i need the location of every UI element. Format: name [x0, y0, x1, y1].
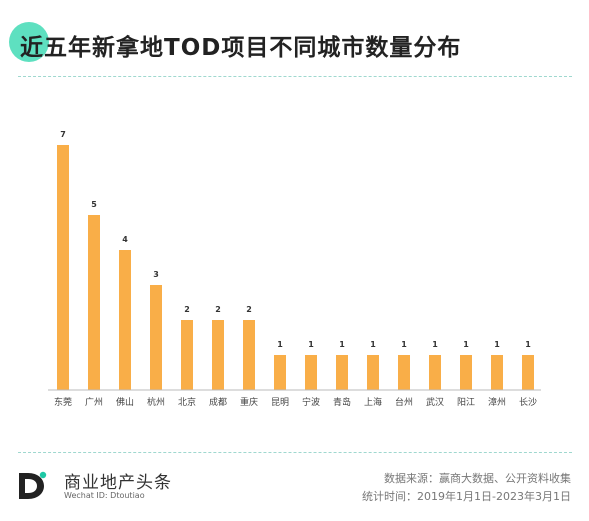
value-label: 7 [60, 130, 66, 139]
brand-logo-icon [19, 471, 47, 499]
bar-3 [119, 250, 131, 390]
category-label: 佛山 [116, 396, 134, 408]
bar-8 [274, 355, 286, 390]
value-label: 1 [277, 340, 283, 349]
value-label: 1 [401, 340, 407, 349]
value-label: 1 [432, 340, 438, 349]
bar-7 [243, 320, 255, 390]
bar-12 [398, 355, 410, 390]
value-label: 1 [308, 340, 314, 349]
bar-15 [491, 355, 503, 390]
bottom-divider [18, 452, 572, 453]
value-label: 5 [91, 200, 97, 209]
category-label: 重庆 [240, 396, 258, 408]
value-label: 2 [215, 305, 221, 314]
title-area: 近五年新拿地TOD项目不同城市数量分布 [0, 0, 589, 78]
brand-name: 商业地产头条 [64, 473, 172, 493]
category-label: 上海 [364, 396, 382, 408]
bar-2 [88, 215, 100, 390]
category-label: 成都 [209, 396, 227, 408]
value-label: 2 [246, 305, 252, 314]
bar-group [57, 145, 534, 390]
value-label: 4 [122, 235, 128, 244]
category-label: 昆明 [271, 397, 289, 408]
bar-5 [181, 320, 193, 390]
statistics-period-note: 统计时间：2019年1月1日-2023年3月1日 [362, 490, 571, 503]
data-source-note: 数据来源：赢商大数据、公开资料收集 [384, 472, 571, 485]
bar-16 [522, 355, 534, 390]
value-label: 1 [339, 340, 345, 349]
category-label: 长沙 [519, 396, 537, 408]
page-title: 近五年新拿地TOD项目不同城市数量分布 [20, 35, 462, 61]
bar-4 [150, 285, 162, 390]
value-label: 1 [463, 340, 469, 349]
bar-9 [305, 355, 317, 390]
category-label-group: 东莞 广州 佛山 杭州 北京 成都 重庆 昆明 宁波 青岛 上海 台州 武汉 阳江 漳州 长沙 [54, 396, 537, 408]
bar-13 [429, 355, 441, 390]
category-label: 台州 [395, 396, 413, 408]
bar-10 [336, 355, 348, 390]
category-label: 宁波 [302, 396, 320, 408]
category-label: 青岛 [333, 396, 351, 408]
category-label: 漳州 [488, 396, 506, 408]
bar-11 [367, 355, 379, 390]
category-label: 广州 [85, 396, 103, 408]
value-label: 2 [184, 305, 190, 314]
value-label: 3 [153, 270, 159, 279]
top-divider [18, 76, 572, 77]
bar-chart: 7 5 4 3 2 2 2 1 1 1 1 1 1 1 1 1 东莞 广州 佛山 杭州 北京 成都 重庆 昆明 宁波 青岛 上海 台… [48, 130, 541, 408]
category-label: 阳江 [457, 397, 475, 408]
brand-wechat-id: Wechat ID: Dtoutiao [64, 491, 145, 500]
category-label: 北京 [178, 396, 196, 408]
value-label: 1 [494, 340, 500, 349]
category-label: 杭州 [147, 396, 165, 408]
category-label: 武汉 [426, 396, 444, 408]
value-label: 1 [370, 340, 376, 349]
bar-14 [460, 355, 472, 390]
category-label: 东莞 [54, 396, 72, 408]
bar-6 [212, 320, 224, 390]
bar-1 [57, 145, 69, 390]
value-label: 1 [525, 340, 531, 349]
title-accent-circle [9, 22, 49, 62]
value-label-group: 7 5 4 3 2 2 2 1 1 1 1 1 1 1 1 1 [60, 130, 531, 349]
